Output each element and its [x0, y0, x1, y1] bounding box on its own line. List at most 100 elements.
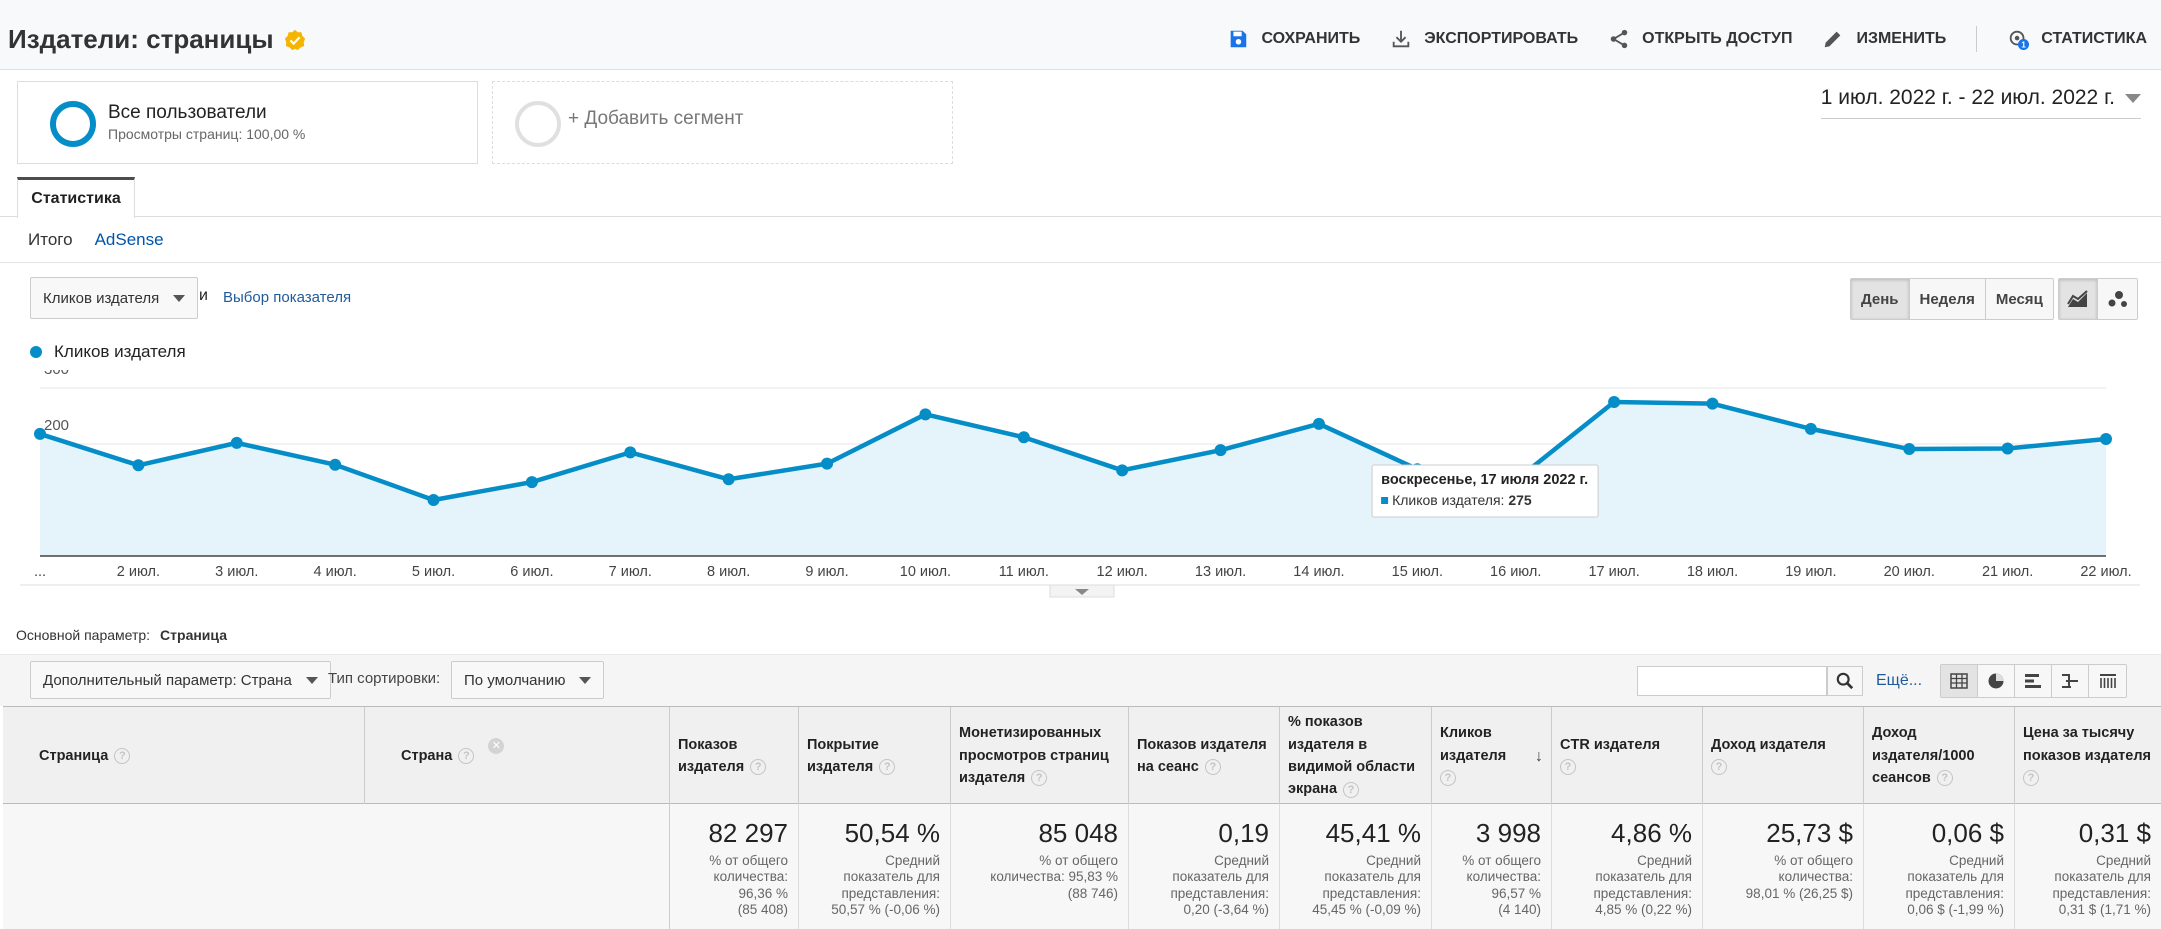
sort-type-select[interactable]: По умолчанию [451, 661, 605, 699]
save-button[interactable]: СОХРАНИТЬ [1227, 28, 1360, 50]
x-tick-label: 22 июл. [2080, 564, 2131, 580]
totals-comparison: % от общего количества: 96,57 % (4 140) [1442, 853, 1541, 919]
motion-chart-button[interactable] [2098, 279, 2137, 319]
search-icon [1836, 672, 1854, 690]
totals-value: 50,54 % [844, 818, 940, 848]
insights-button[interactable]: 1 СТАТИСТИКА [2007, 28, 2147, 50]
edit-button[interactable]: ИЗМЕНИТЬ [1822, 28, 1946, 50]
pivot-view-button[interactable] [2089, 665, 2126, 697]
column-header-ctr[interactable]: CTR издателя? [1552, 707, 1703, 805]
segment-all-users[interactable]: Все пользователи Просмотры страниц: 100,… [17, 81, 478, 164]
y-tick-label: 300 [44, 370, 69, 378]
segment-subtitle: Просмотры страниц: 100,00 % [108, 126, 306, 142]
table-controls: Дополнительный параметр: Страна Тип сорт… [0, 654, 2161, 706]
column-header-revenue-per-1000-sessions[interactable]: Доход издателя/1000 сеансов? [1864, 707, 2015, 805]
tooltip-swatch [1381, 497, 1389, 504]
help-icon[interactable]: ? [458, 748, 475, 764]
chevron-down-icon [2125, 93, 2141, 103]
help-icon[interactable]: ? [1343, 781, 1360, 798]
totals-comparison-line: количества: 95,83 % [990, 869, 1118, 885]
metric-select[interactable]: Кликов издателя [30, 277, 199, 319]
x-tick-label: 5 июл. [412, 564, 455, 580]
bubble-chart-icon [2108, 291, 2127, 307]
column-header-ecpm[interactable]: Цена за тысячу показов издателя? [2015, 707, 2161, 805]
help-icon[interactable]: ? [1204, 759, 1221, 776]
secondary-dimension-select[interactable]: Дополнительный параметр: Страна [30, 661, 331, 699]
help-icon[interactable]: ? [2023, 770, 2039, 787]
totals-comparison-line: представления: [1905, 885, 2004, 901]
subtab-summary[interactable]: Итого [28, 229, 73, 249]
totals-cell: 50,54 % Средний показатель для представлени… [799, 804, 951, 929]
line-chart-button[interactable] [2059, 279, 2098, 319]
totals-cell: 82 297 % от общего количества: 96,36 % (85 4… [670, 804, 799, 929]
totals-comparison-line: показатель для [1595, 869, 1692, 885]
page-title: Издатели: страницы [8, 24, 306, 55]
column-header-country[interactable]: Страна? ✕ [365, 707, 670, 805]
sort-type-label: Тип сортировки: [328, 670, 441, 687]
table-search-input[interactable] [1637, 666, 1827, 696]
totals-comparison: Средний показатель для представления: 0,31 … [2025, 853, 2151, 919]
totals-value: 0,06 $ [1931, 818, 2004, 848]
totals-value: 85 048 [1038, 818, 1118, 848]
help-icon[interactable]: ? [1936, 770, 1953, 787]
more-options-link[interactable]: Ещё... [1876, 672, 1923, 689]
chevron-down-icon [173, 294, 186, 302]
help-icon[interactable]: ? [750, 759, 767, 776]
add-segment-button[interactable]: + Добавить сегмент [492, 81, 953, 164]
search-button[interactable] [1827, 666, 1863, 696]
table-view-button[interactable] [1941, 665, 1978, 697]
totals-cell: 4,86 % Средний показатель для представления… [1552, 804, 1703, 929]
column-header-impressions[interactable]: Показов издателя? [670, 707, 799, 805]
column-header-label: Доход издателя [1711, 736, 1826, 753]
totals-comparison-line: 0,06 $ (-1,99 %) [1907, 902, 2004, 918]
sort-desc-icon[interactable]: ↓ [1535, 748, 1543, 765]
help-icon[interactable]: ? [1440, 770, 1456, 787]
primary-dimension-value[interactable]: Страница [160, 627, 227, 643]
date-range-picker[interactable]: 1 июл. 2022 г. - 22 июл. 2022 г. [1820, 86, 2141, 119]
share-button[interactable]: ОТКРЫТЬ ДОСТУП [1608, 28, 1792, 50]
totals-comparison-line: Средний [1366, 853, 1421, 868]
report-header: Издатели: страницы СОХРАНИТЬ ЭКСПОРТИРОВ… [0, 0, 2161, 70]
explorer-subtabs: Итого AdSense [0, 217, 2161, 263]
x-tick-label: 20 июл. [1884, 564, 1935, 580]
period-month-button[interactable]: Месяц [1985, 279, 2053, 319]
totals-comparison-line: 0,31 $ (1,71 %) [2058, 902, 2151, 918]
totals-comparison-line: (88 746) [1067, 885, 1118, 901]
column-header-viewable-impressions[interactable]: % показов издателя в видимой области экр… [1280, 707, 1432, 805]
totals-comparison-line: 96,57 % [1491, 885, 1541, 901]
tab-statistics[interactable]: Статистика [17, 177, 135, 218]
help-icon[interactable]: ? [114, 748, 131, 764]
period-day-button[interactable]: День [1851, 279, 1910, 319]
subtab-adsense[interactable]: AdSense [94, 229, 164, 249]
export-button[interactable]: ЭКСПОРТИРОВАТЬ [1390, 28, 1578, 50]
secondary-dimension-value: Дополнительный параметр: Страна [43, 671, 292, 689]
column-header-monetized-pageviews[interactable]: Монетизированных просмотров страниц изда… [951, 707, 1129, 805]
column-header-label: Монетизированных просмотров страниц изда… [959, 725, 1109, 787]
column-header-coverage[interactable]: Покрытие издателя? [799, 707, 951, 805]
choose-metric-link[interactable]: Выбор показателя [223, 289, 352, 306]
x-tick-label: 18 июл. [1687, 564, 1738, 580]
totals-cell: 0,31 $ Средний показатель для представления… [2015, 804, 2161, 929]
column-header-clicks[interactable]: Кликов издателя? ↓ [1432, 707, 1552, 805]
data-point [1706, 397, 1719, 410]
insights-badge: 1 [2022, 41, 2027, 50]
help-icon[interactable]: ? [1560, 759, 1576, 776]
pie-view-button[interactable] [1978, 665, 2015, 697]
help-icon[interactable]: ? [879, 759, 896, 776]
x-tick-label: 12 июл. [1097, 564, 1148, 580]
column-header-page[interactable]: Страница? [3, 707, 365, 805]
period-week-button[interactable]: Неделя [1909, 279, 1986, 319]
data-point [722, 473, 735, 486]
column-header-impressions-per-session[interactable]: Показов издателя на сеанс? [1129, 707, 1280, 805]
column-header-revenue[interactable]: Доход издателя? [1703, 707, 1864, 805]
chevron-down-icon [1075, 589, 1089, 595]
comparison-view-button[interactable] [2052, 665, 2089, 697]
help-icon[interactable]: ? [1711, 759, 1727, 776]
table-totals-row: 82 297% от общего количества: 96,36 % (85 4… [3, 804, 2161, 929]
performance-view-button[interactable] [2015, 665, 2052, 697]
remove-dimension-icon[interactable]: ✕ [488, 738, 505, 754]
sort-type-value: По умолчанию [464, 671, 566, 689]
totals-cell: 0,19 Средний показатель для представления: 0… [1129, 804, 1280, 929]
table-view-toggle [1940, 664, 2127, 698]
help-icon[interactable]: ? [1031, 770, 1048, 787]
